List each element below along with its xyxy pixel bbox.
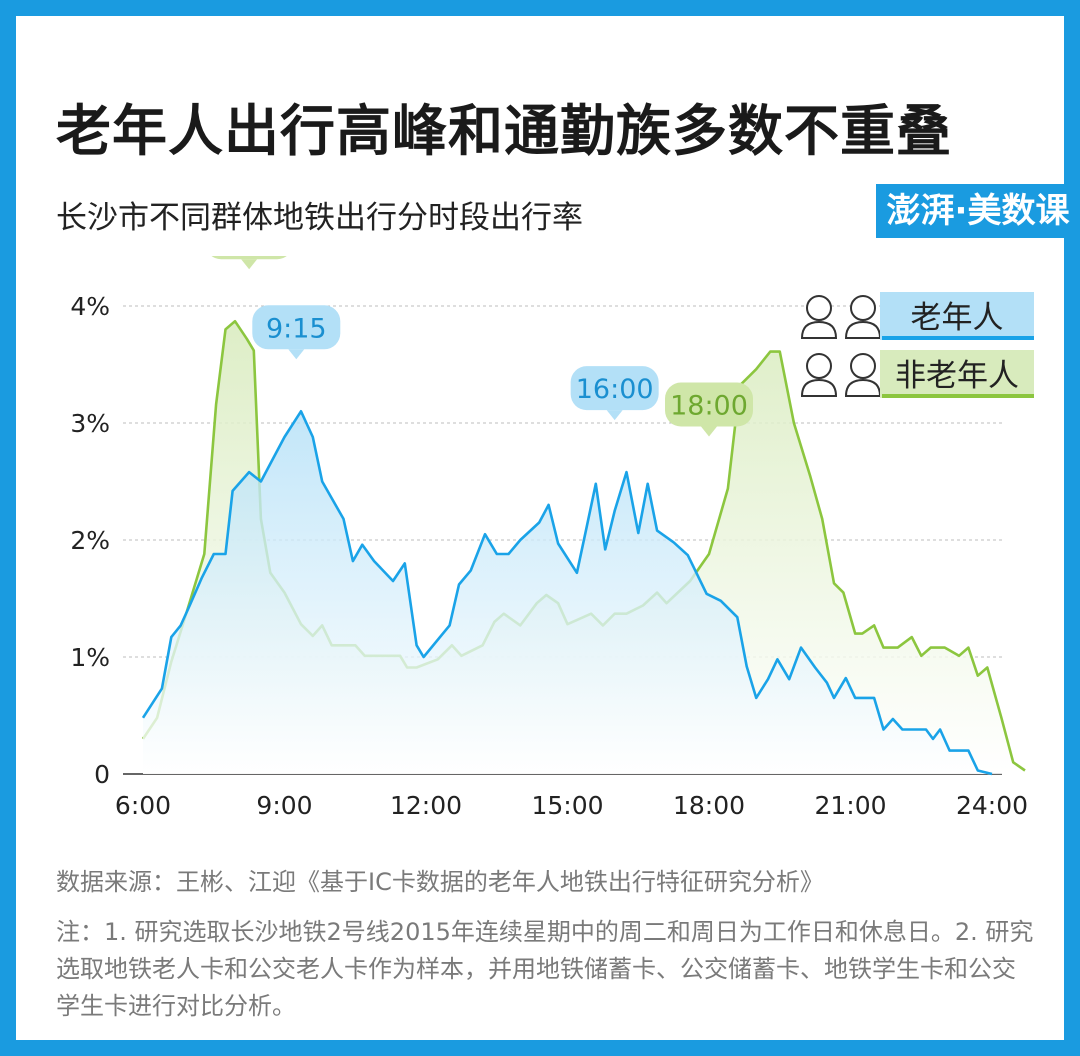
- y-tick-label: 4%: [70, 292, 110, 321]
- legend-swatch-non_elderly: [880, 350, 1034, 398]
- y-tick-label: 0: [94, 760, 110, 789]
- person-body-icon: [844, 378, 882, 397]
- area-elderly: [143, 411, 992, 774]
- x-tick-label: 24:00: [956, 791, 1028, 820]
- x-tick-label: 18:00: [673, 791, 745, 820]
- legend-underline: [882, 336, 1034, 340]
- peak-callout-elderly: 9:15: [252, 305, 341, 360]
- series-line-elderly: [141, 410, 993, 776]
- brand-logo: 澎湃·美数课: [876, 184, 1080, 238]
- person-body-icon: [800, 378, 838, 397]
- footnote: 注：1. 研究选取长沙地铁2号线2015年连续星期中的周二和周日为工作日和休息日…: [56, 918, 1034, 1020]
- elderly-couple-icon: [800, 295, 838, 339]
- chart-card: 老年人出行高峰和通勤族多数不重叠 长沙市不同群体地铁出行分时段出行率 澎湃·美数…: [16, 16, 1080, 1040]
- person-body-icon: [800, 320, 838, 339]
- peak-callout-non_elderly: 18:00: [665, 382, 753, 437]
- person-head-icon: [806, 295, 832, 321]
- legend-label: 非老年人: [895, 358, 1019, 394]
- legend-swatch-elderly: [880, 292, 1034, 340]
- peak-callout-non_elderly: 8:15: [211, 256, 287, 270]
- data-source: 数据来源：王彬、江迎《基于IC卡数据的老年人地铁出行特征研究分析》: [56, 868, 824, 896]
- callout-bubble: [211, 256, 287, 260]
- person-head-icon: [850, 353, 876, 379]
- adult-couple-icon: [800, 353, 838, 397]
- legend-item-elderly: 老年人: [800, 292, 1034, 340]
- callout-bubble: [665, 382, 753, 427]
- callout-label: 16:00: [576, 374, 654, 405]
- callout-pointer: [241, 259, 258, 270]
- y-tick-label: 1%: [70, 643, 110, 672]
- person-head-icon: [850, 295, 876, 321]
- x-tick-label: 9:00: [256, 791, 312, 820]
- callout-bubble: [252, 305, 341, 350]
- x-tick-label: 12:00: [390, 791, 462, 820]
- peak-callout-elderly: 16:00: [570, 366, 659, 421]
- legend-underline: [882, 394, 1034, 398]
- area-chart: 0 1% 2% 3% 4% 6:00 9:00 12:00 15:00 18:00 21:00 24:…: [70, 256, 1034, 820]
- x-tick-label: 15:00: [531, 791, 603, 820]
- person-head-icon: [806, 353, 832, 379]
- callout-pointer: [606, 410, 623, 421]
- x-tick-label: 21:00: [814, 791, 886, 820]
- page-title: 老年人出行高峰和通勤族多数不重叠: [56, 99, 953, 163]
- callout-label: 18:00: [670, 391, 748, 422]
- person-body-icon: [844, 320, 882, 339]
- chart-subtitle: 长沙市不同群体地铁出行分时段出行率: [56, 200, 583, 236]
- y-tick-label: 3%: [70, 409, 110, 438]
- legend-item-non_elderly: 非老年人: [800, 350, 1034, 398]
- y-tick-label: 2%: [70, 526, 110, 555]
- callout-pointer: [701, 426, 717, 437]
- x-tick-label: 6:00: [115, 791, 171, 820]
- callout-label: 9:15: [266, 313, 327, 344]
- callout-pointer: [288, 349, 305, 360]
- elderly-couple-icon: [844, 295, 882, 339]
- legend-label: 老年人: [911, 300, 1004, 336]
- adult-couple-icon: [844, 353, 882, 397]
- callout-bubble: [570, 366, 659, 411]
